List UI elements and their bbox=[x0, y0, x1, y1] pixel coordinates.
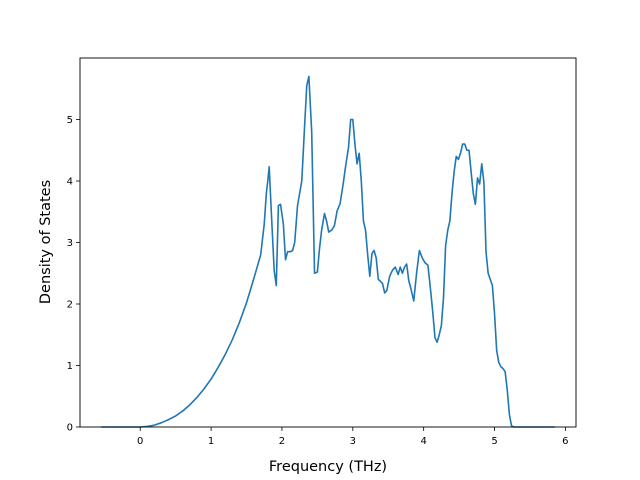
y-axis: 0 1 2 3 4 5 bbox=[67, 115, 80, 434]
y-tick-label: 2 bbox=[67, 300, 73, 311]
x-tick-label: 2 bbox=[279, 436, 285, 447]
plot-area bbox=[101, 75, 555, 428]
y-axis-label: Density of States bbox=[38, 180, 54, 304]
y-tick-label: 4 bbox=[67, 177, 73, 188]
x-tick-label: 3 bbox=[350, 436, 356, 447]
x-tick-label: 5 bbox=[491, 436, 497, 447]
x-tick-label: 6 bbox=[562, 436, 568, 447]
x-axis-label: Frequency (THz) bbox=[269, 459, 387, 475]
y-tick-label: 1 bbox=[67, 361, 73, 372]
dos-series-line bbox=[101, 75, 555, 428]
x-tick-label: 0 bbox=[137, 436, 143, 447]
y-tick-label: 5 bbox=[67, 115, 73, 126]
y-tick-label: 0 bbox=[67, 423, 73, 434]
x-tick-label: 1 bbox=[208, 436, 214, 447]
x-tick-label: 4 bbox=[420, 436, 426, 447]
plot-frame bbox=[79, 57, 577, 428]
y-tick-label: 3 bbox=[67, 238, 73, 249]
x-axis: 0 1 2 3 4 5 6 bbox=[137, 427, 569, 447]
